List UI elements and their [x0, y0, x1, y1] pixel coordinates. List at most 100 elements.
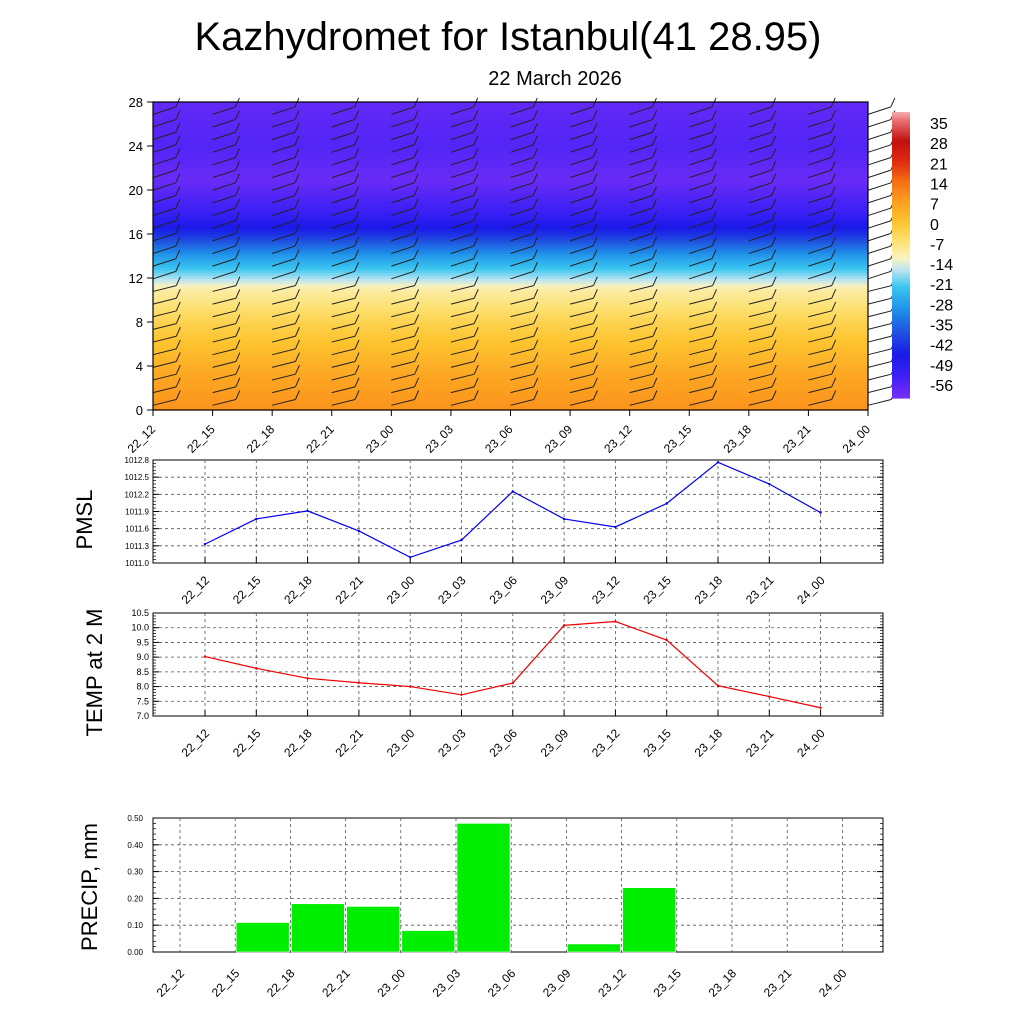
- wind-barb: [629, 399, 654, 406]
- wind-barb: [569, 310, 594, 318]
- wind-barb: [712, 377, 717, 388]
- wind-barb: [331, 399, 356, 406]
- wind-barb: [771, 364, 777, 375]
- colorbar-segment: [892, 381, 910, 385]
- wind-barb: [212, 195, 236, 204]
- wind-barb: [294, 148, 300, 158]
- wind-barb: [294, 262, 300, 272]
- wind-barb: [629, 119, 653, 128]
- wind-barb: [391, 195, 415, 204]
- wind-barb: [331, 285, 356, 292]
- colorbar-label: -56: [930, 378, 953, 395]
- wind-barb: [354, 262, 360, 272]
- wind-barb: [689, 195, 713, 204]
- colorbar-segment: [892, 150, 910, 154]
- wind-barb: [569, 169, 594, 179]
- wind-barb: [592, 110, 598, 120]
- wind-barb: [592, 390, 598, 400]
- x-tick-label: 23_15: [661, 422, 695, 456]
- heatmap-band: [153, 401, 868, 406]
- wind-barb: [569, 157, 594, 166]
- wind-barb: [712, 352, 717, 362]
- heatmap-band: [153, 234, 868, 238]
- wind-barb: [808, 399, 832, 406]
- wind-barb: [450, 297, 475, 305]
- wind-barb: [450, 144, 474, 153]
- wind-barb: [473, 377, 479, 388]
- wind-barb: [175, 314, 181, 324]
- heatmap-band: [153, 357, 868, 362]
- x-tick-label: 22_18: [281, 726, 315, 760]
- wind-barb: [354, 224, 360, 234]
- y-tick-label: 10.5: [131, 608, 149, 618]
- wind-barb: [510, 258, 534, 267]
- wind-barb: [152, 157, 176, 166]
- wind-barb: [748, 245, 772, 254]
- precip-bar: [235, 922, 290, 953]
- heatmap-band: [153, 124, 868, 128]
- wind-barb: [689, 232, 713, 242]
- heatmap-band: [153, 399, 868, 403]
- wind-barb: [830, 148, 836, 158]
- heatmap-band: [153, 143, 868, 147]
- wind-barb: [294, 327, 300, 337]
- wind-barb: [711, 148, 717, 158]
- heatmap-band: [153, 212, 868, 216]
- x-tick-label: 23_18: [692, 573, 726, 607]
- wind-barb: [771, 339, 777, 350]
- wind-barb: [354, 186, 360, 196]
- x-tick-label: 22_21: [333, 726, 367, 760]
- y-tick-label: 9.5: [136, 637, 149, 647]
- wind-barb: [294, 377, 300, 388]
- y-tick-label: 0.50: [127, 814, 143, 823]
- wind-barb: [450, 270, 474, 280]
- wind-barb: [569, 119, 594, 128]
- wind-barb: [652, 160, 657, 171]
- wind-barb: [533, 327, 539, 337]
- heatmap-band: [153, 316, 868, 320]
- wind-barb: [569, 144, 594, 153]
- wind-barb: [413, 123, 419, 133]
- wind-barb: [413, 211, 419, 221]
- wind-barb: [152, 373, 177, 381]
- wind-barb: [629, 348, 654, 356]
- heatmap-band: [153, 148, 868, 153]
- wind-barb: [592, 377, 598, 388]
- wind-barb: [712, 289, 717, 299]
- wind-barb: [450, 119, 474, 128]
- heatmap-band: [153, 283, 868, 287]
- y-tick-label: 8.0: [136, 682, 149, 692]
- x-tick-label: 23_09: [542, 422, 576, 456]
- wind-barb: [450, 157, 474, 166]
- wind-barb: [175, 327, 181, 337]
- wind-barb: [331, 169, 355, 179]
- wind-barb: [272, 373, 296, 381]
- wind-barb: [510, 195, 534, 204]
- wind-barb: [748, 348, 773, 356]
- wind-barb: [533, 276, 539, 286]
- wind-barb: [234, 198, 240, 209]
- wind-barb: [450, 386, 475, 394]
- wind-barb: [867, 297, 892, 305]
- wind-barb: [331, 220, 355, 229]
- colorbar-segment: [892, 173, 910, 177]
- colorbar-segment: [892, 233, 910, 237]
- x-tick-label: 22_21: [303, 422, 337, 456]
- wind-barb: [532, 110, 538, 120]
- wind-barb: [354, 123, 360, 133]
- heatmap-band: [153, 313, 868, 318]
- colorbar-segment: [892, 224, 910, 227]
- wind-barb: [294, 173, 300, 184]
- heatmap-band: [153, 344, 868, 348]
- colorbar-segment: [892, 364, 910, 368]
- colorbar-segment: [892, 352, 910, 356]
- y-tick-label: 0.30: [127, 868, 143, 877]
- wind-barb: [592, 289, 598, 299]
- wind-barb: [473, 123, 479, 133]
- wind-barb: [331, 361, 356, 368]
- y-tick-label: 1011.3: [125, 542, 149, 551]
- wind-barb: [473, 173, 479, 184]
- wind-barb: [532, 224, 538, 234]
- wind-barb: [712, 339, 717, 350]
- wind-barb: [234, 224, 240, 234]
